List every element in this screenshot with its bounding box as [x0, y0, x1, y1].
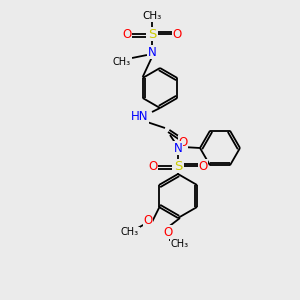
- Text: O: O: [172, 28, 182, 40]
- Text: CH₃: CH₃: [113, 57, 131, 67]
- Text: O: O: [198, 160, 208, 172]
- Text: CH₃: CH₃: [171, 239, 189, 249]
- Text: O: O: [178, 136, 188, 148]
- Text: HN: HN: [130, 110, 148, 124]
- Text: N: N: [174, 142, 182, 154]
- Text: S: S: [148, 28, 156, 40]
- Text: O: O: [122, 28, 132, 40]
- Text: N: N: [148, 46, 156, 59]
- Text: CH₃: CH₃: [121, 227, 139, 237]
- Text: O: O: [148, 160, 158, 172]
- Text: S: S: [174, 160, 182, 172]
- Text: CH₃: CH₃: [142, 11, 162, 21]
- Text: O: O: [164, 226, 172, 238]
- Text: O: O: [143, 214, 153, 226]
